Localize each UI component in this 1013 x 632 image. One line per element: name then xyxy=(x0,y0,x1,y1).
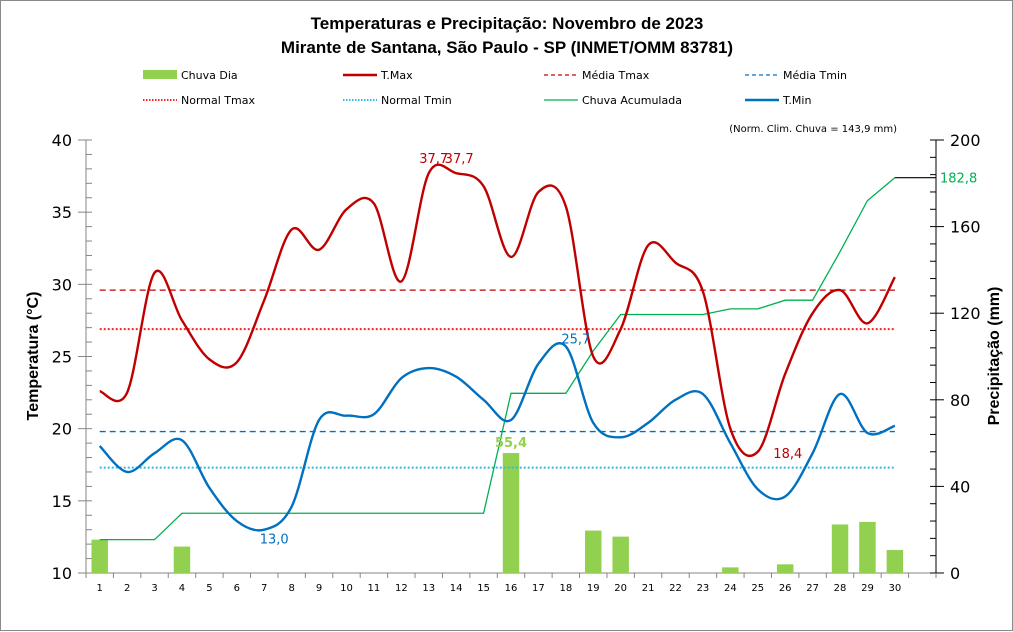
y-left-tick-label: 30 xyxy=(52,275,72,294)
annotation-chuva-dia-day-16: 55,4 xyxy=(495,436,527,451)
annotation-t-min-day-7: 13,0 xyxy=(260,533,289,548)
x-tick-label-day-23: 23 xyxy=(697,583,710,594)
x-tick-label-day-22: 22 xyxy=(669,583,682,594)
x-tick-label-day-11: 11 xyxy=(368,583,381,594)
y-left-tick-label: 15 xyxy=(52,492,72,511)
legend-t-min-label: T.Min xyxy=(782,94,811,107)
x-tick-label-day-16: 16 xyxy=(505,583,518,594)
rain-bar-day-26 xyxy=(776,564,794,573)
y-axis-right-title: Precipitação (mm) xyxy=(986,287,1003,426)
y-axis-left-title: Temperatura (°C) xyxy=(25,292,42,421)
annotation-t-max-day-14: 37,7 xyxy=(445,152,474,167)
reference-lines xyxy=(99,289,895,469)
x-tick-label-day-15: 15 xyxy=(477,583,490,594)
rain-bar-day-29 xyxy=(859,521,876,573)
x-tick-label-day-14: 14 xyxy=(450,583,463,594)
legend-normal-tmin-label: Normal Tmin xyxy=(381,94,452,107)
rain-bar-day-28 xyxy=(831,524,849,573)
annotation-chuva-acumulada-day-30: 182,8 xyxy=(940,172,977,187)
x-tick-label-day-4: 4 xyxy=(179,583,185,594)
x-tick-label-day-17: 17 xyxy=(532,583,545,594)
x-tick-label-day-18: 18 xyxy=(559,583,572,594)
legend-chuva-dia-swatch xyxy=(143,70,177,79)
y-right-tick-label: 80 xyxy=(950,391,970,410)
y-left-tick-label: 20 xyxy=(52,420,72,439)
x-tick-label-day-28: 28 xyxy=(834,583,847,594)
y-left-tick-label: 25 xyxy=(52,348,72,367)
y-right-tick-label: 0 xyxy=(950,564,960,583)
tmin-line xyxy=(98,342,896,532)
rain-bar-day-20 xyxy=(612,536,629,573)
x-tick-label-day-8: 8 xyxy=(288,583,294,594)
rain-bar-day-24 xyxy=(722,567,739,573)
y-right-tick-label: 200 xyxy=(950,131,981,150)
y-left-tick-label: 40 xyxy=(52,131,72,150)
y-right-tick-label: 40 xyxy=(950,477,970,496)
annotation-t-min-day-18: 25,7 xyxy=(561,332,590,347)
x-tick-label-day-26: 26 xyxy=(779,583,792,594)
chart-title: Temperaturas e Precipitação: Novembro de… xyxy=(311,14,704,33)
legend-normal-tmax-label: Normal Tmax xyxy=(181,94,255,107)
rain-bar-day-30 xyxy=(886,550,904,573)
x-tick-label-day-25: 25 xyxy=(751,583,764,594)
x-tick-label-day-7: 7 xyxy=(261,583,267,594)
x-tick-label-day-3: 3 xyxy=(151,583,157,594)
tmax-line xyxy=(99,163,896,457)
y-right-tick-label: 120 xyxy=(950,304,981,323)
x-tick-label-day-12: 12 xyxy=(395,583,408,594)
x-tick-label-day-27: 27 xyxy=(806,583,819,594)
x-tick-label-day-5: 5 xyxy=(206,583,212,594)
rain-bar-day-16 xyxy=(502,453,520,573)
y-right-tick-label: 160 xyxy=(950,218,981,237)
x-tick-label-day-20: 20 xyxy=(614,583,627,594)
chart-subtitle: Mirante de Santana, São Paulo - SP (INME… xyxy=(281,38,733,57)
x-tick-label-day-6: 6 xyxy=(234,583,240,594)
rain-bar-day-4 xyxy=(173,546,191,573)
rain-bar-day-1 xyxy=(91,539,108,573)
annotations: 37,737,7 18,4 13,0 25,7 55,4 182,8 xyxy=(260,152,977,548)
legend: Chuva Dia T.Max Média Tmax Média Tmin Normal… xyxy=(143,69,847,107)
annotation-t-max-day-13: 37,7 xyxy=(419,152,448,167)
y-left-tick-label: 10 xyxy=(52,564,72,583)
x-tick-label-day-1: 1 xyxy=(97,583,103,594)
legend-chuva-dia-label: Chuva Dia xyxy=(181,69,238,82)
x-tick-label-day-10: 10 xyxy=(340,583,353,594)
y-left-tick-label: 35 xyxy=(52,203,72,222)
x-tick-label-day-2: 2 xyxy=(124,583,130,594)
x-tick-label-day-13: 13 xyxy=(422,583,435,594)
x-tick-label-day-24: 24 xyxy=(724,583,737,594)
chuva-acumulada-line xyxy=(99,177,896,541)
x-tick-label-day-30: 30 xyxy=(889,583,902,594)
legend-m-dia-tmin-label: Média Tmin xyxy=(783,69,847,82)
rain-bars xyxy=(91,453,904,573)
x-tick-label-day-9: 9 xyxy=(316,583,322,594)
legend-chuva-acumulada-label: Chuva Acumulada xyxy=(582,94,682,107)
x-tick-label-day-19: 19 xyxy=(587,583,600,594)
x-tick-label-day-29: 29 xyxy=(861,583,874,594)
rain-normal-note: (Norm. Clim. Chuva = 143,9 mm) xyxy=(729,124,897,135)
x-tick-label-day-21: 21 xyxy=(642,583,655,594)
rain-bar-day-19 xyxy=(585,530,602,573)
annotation-t-max-day-25: 18,4 xyxy=(773,447,802,462)
legend-t-max-label: T.Max xyxy=(380,69,413,82)
series-lines xyxy=(98,163,936,541)
legend-m-dia-tmax-label: Média Tmax xyxy=(582,69,650,82)
